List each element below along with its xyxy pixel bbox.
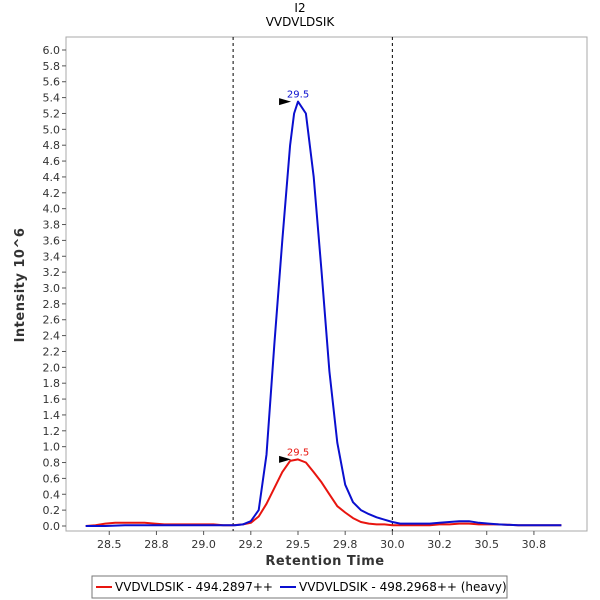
y-tick-label-26: 5.2	[43, 107, 61, 120]
series-layer	[85, 100, 562, 527]
y-tick-label-2: 0.4	[43, 488, 61, 501]
x-tick-label-8: 30.5	[474, 538, 499, 551]
y-axis: 0.0 0.2 0.4 0.6 0.8 1.0 1.2 1.4 1.6 1.8 2.0 2.2 2.4 2…	[43, 44, 66, 533]
x-tick-label-2: 29.0	[191, 538, 216, 551]
y-tick-label-19: 3.8	[43, 219, 61, 232]
x-tick-label-6: 30.0	[380, 538, 405, 551]
y-tick-label-14: 2.8	[43, 298, 61, 311]
y-tick-label-6: 1.2	[43, 425, 61, 438]
x-tick-label-5: 29.8	[333, 538, 358, 551]
y-tick-label-21: 4.2	[43, 187, 61, 200]
y-tick-label-27: 5.4	[43, 92, 61, 105]
legend-label-light: VVDVLDSIK - 494.2897++	[115, 580, 273, 594]
legend-box	[91, 575, 508, 599]
y-tick-label-3: 0.6	[43, 472, 61, 485]
x-tick-label-7: 30.2	[427, 538, 452, 551]
x-tick-label-1: 28.8	[144, 538, 169, 551]
peak-marker-1	[279, 98, 292, 106]
legend-label-heavy: VVDVLDSIK - 498.2968++ (heavy)	[299, 580, 507, 594]
y-tick-label-30: 6.0	[43, 44, 61, 57]
y-tick-label-15: 3.0	[43, 282, 61, 295]
y-tick-label-16: 3.2	[43, 266, 61, 279]
y-tick-label-20: 4.0	[43, 203, 61, 216]
y-tick-label-0: 0.0	[43, 520, 61, 533]
chart-title: I2	[294, 1, 305, 15]
x-axis-label: Retention Time	[265, 554, 384, 569]
y-tick-label-22: 4.4	[43, 171, 61, 184]
y-tick-label-1: 0.2	[43, 504, 61, 517]
y-tick-label-17: 3.4	[43, 250, 61, 263]
y-tick-label-13: 2.6	[43, 314, 61, 327]
y-tick-label-9: 1.8	[43, 377, 61, 390]
y-tick-label-18: 3.6	[43, 234, 61, 247]
y-axis-label: Intensity 10^6	[13, 228, 28, 343]
peak-marker-0	[279, 455, 292, 463]
y-tick-label-25: 5.0	[43, 123, 61, 136]
legend: VVDVLDSIK - 494.2897++ VVDVLDSIK - 498.2…	[91, 575, 508, 599]
y-tick-label-10: 2.0	[43, 361, 61, 374]
y-tick-label-28: 5.6	[43, 76, 61, 89]
peak-label-0: 29.5	[287, 447, 309, 458]
y-tick-label-24: 4.8	[43, 139, 61, 152]
x-tick-label-0: 28.5	[97, 538, 122, 551]
x-axis: 28.5 28.8 29.0 29.2 29.5 29.8 30.0 30.2 30.5 30.8	[97, 531, 546, 551]
y-tick-label-11: 2.2	[43, 345, 61, 358]
y-tick-label-4: 0.8	[43, 457, 61, 470]
series-line-1	[85, 100, 562, 527]
y-tick-label-29: 5.8	[43, 60, 61, 73]
chart-subtitle: VVDVLDSIK	[266, 15, 336, 29]
y-tick-label-23: 4.6	[43, 155, 61, 168]
peak-label-1: 29.5	[287, 90, 309, 101]
x-tick-label-9: 30.8	[522, 538, 547, 551]
x-tick-label-4: 29.5	[286, 538, 311, 551]
peak-annotations: 29.5 29.5	[279, 90, 309, 463]
y-tick-label-5: 1.0	[43, 441, 61, 454]
y-tick-label-7: 1.4	[43, 409, 61, 422]
y-tick-label-8: 1.6	[43, 393, 61, 406]
integration-bounds	[232, 37, 393, 531]
x-tick-label-3: 29.2	[239, 538, 264, 551]
y-tick-label-12: 2.4	[43, 330, 61, 343]
plot-area	[65, 36, 588, 532]
